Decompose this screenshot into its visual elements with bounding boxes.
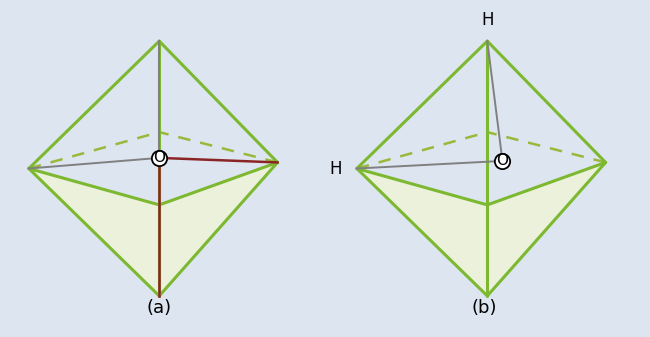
Polygon shape <box>357 168 488 296</box>
Polygon shape <box>488 162 606 296</box>
Text: (a): (a) <box>147 299 172 317</box>
Text: O: O <box>153 150 165 165</box>
Text: O: O <box>497 153 508 168</box>
Polygon shape <box>29 168 159 296</box>
Text: H: H <box>330 159 342 178</box>
Polygon shape <box>159 162 278 296</box>
Text: (b): (b) <box>471 299 497 317</box>
Text: H: H <box>481 11 493 29</box>
